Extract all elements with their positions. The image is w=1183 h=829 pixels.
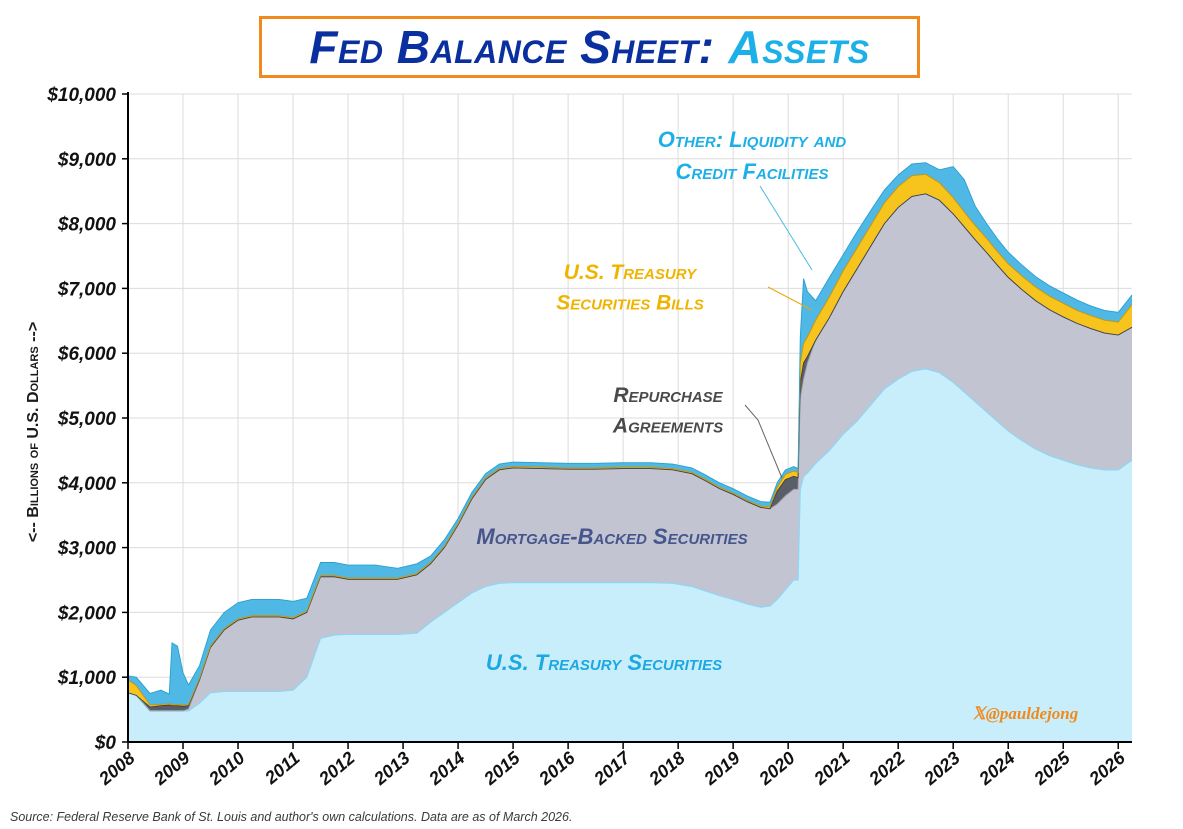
y-tick-label: $4,000 (57, 474, 117, 495)
x-tick-label: 2019 (699, 748, 743, 790)
title-part-fed-balance-sheet: Fed Balance Sheet: (309, 21, 715, 73)
y-tick-label: $2,000 (57, 603, 117, 624)
x-tick-label: 2016 (534, 747, 579, 789)
y-tick-label: $10,000 (46, 85, 116, 106)
author-handle: 𝕏@pauldejong (972, 704, 1079, 723)
y-tick-label: $7,000 (57, 279, 117, 300)
y-tick-label: $6,000 (57, 344, 117, 365)
x-tick-label: 2024 (974, 748, 1018, 790)
x-tick-label: 2017 (589, 747, 634, 789)
y-tick-label: $9,000 (57, 150, 117, 171)
area-us-treasury-securities (128, 368, 1132, 742)
area-us-treasury-securities-edge (127, 368, 1133, 712)
area-mortgage-backed-securities (128, 193, 1132, 711)
annotation-other-liquidity: Other: Liquidity and Credit Facilities (658, 127, 847, 184)
leader-other (759, 185, 813, 271)
x-tick-label: 2014 (424, 748, 468, 790)
x-tick-label: 2011 (260, 748, 303, 789)
x-tick-label: 2025 (1030, 747, 1075, 789)
x-tick-label: 2023 (919, 748, 963, 790)
x-tick-label: 2012 (314, 748, 358, 790)
y-tick-label: $1,000 (57, 668, 117, 689)
x-tick-label: 2026 (1085, 747, 1130, 789)
annotation-repurchase-agreements: Repurchase Agreements (612, 384, 724, 437)
leader-bills (767, 286, 813, 311)
x-tick-label: 2015 (479, 747, 524, 789)
source-note: Source: Federal Reserve Bank of St. Loui… (10, 810, 573, 824)
leader-repo (744, 404, 783, 479)
x-tick-label: 2009 (149, 748, 193, 790)
annotation-mortgage-backed: Mortgage-Backed Securities (476, 524, 747, 549)
x-tick-label: 2018 (644, 748, 688, 790)
y-axis-label: <-- Billions of U.S. Dollars --> (25, 321, 42, 543)
chart-title: Fed Balance Sheet: Assets (259, 16, 920, 78)
x-tick-label: 2010 (204, 748, 248, 790)
area-other-liquidity-facilities (128, 162, 1132, 706)
y-tick-label: $0 (94, 733, 117, 754)
annotation-us-treasury: U.S. Treasury Securities (486, 650, 722, 675)
annotation-treasury-bills: U.S. Treasury Securities Bills (556, 261, 704, 314)
x-tick-label: 2021 (809, 748, 853, 790)
area-repurchase-agreements-edge (127, 193, 1133, 708)
y-tick-label: $5,000 (57, 409, 117, 430)
title-part-assets: Assets (728, 21, 870, 73)
x-tick-label: 2020 (754, 748, 798, 790)
y-tick-label: $8,000 (57, 215, 117, 236)
x-tick-label: 2022 (864, 748, 908, 790)
area-other-liquidity-facilities-edge (127, 162, 1133, 695)
area-treasury-bills-edge (127, 173, 1133, 706)
y-tick-label: $3,000 (57, 539, 117, 560)
x-tick-label: 2013 (369, 748, 413, 790)
